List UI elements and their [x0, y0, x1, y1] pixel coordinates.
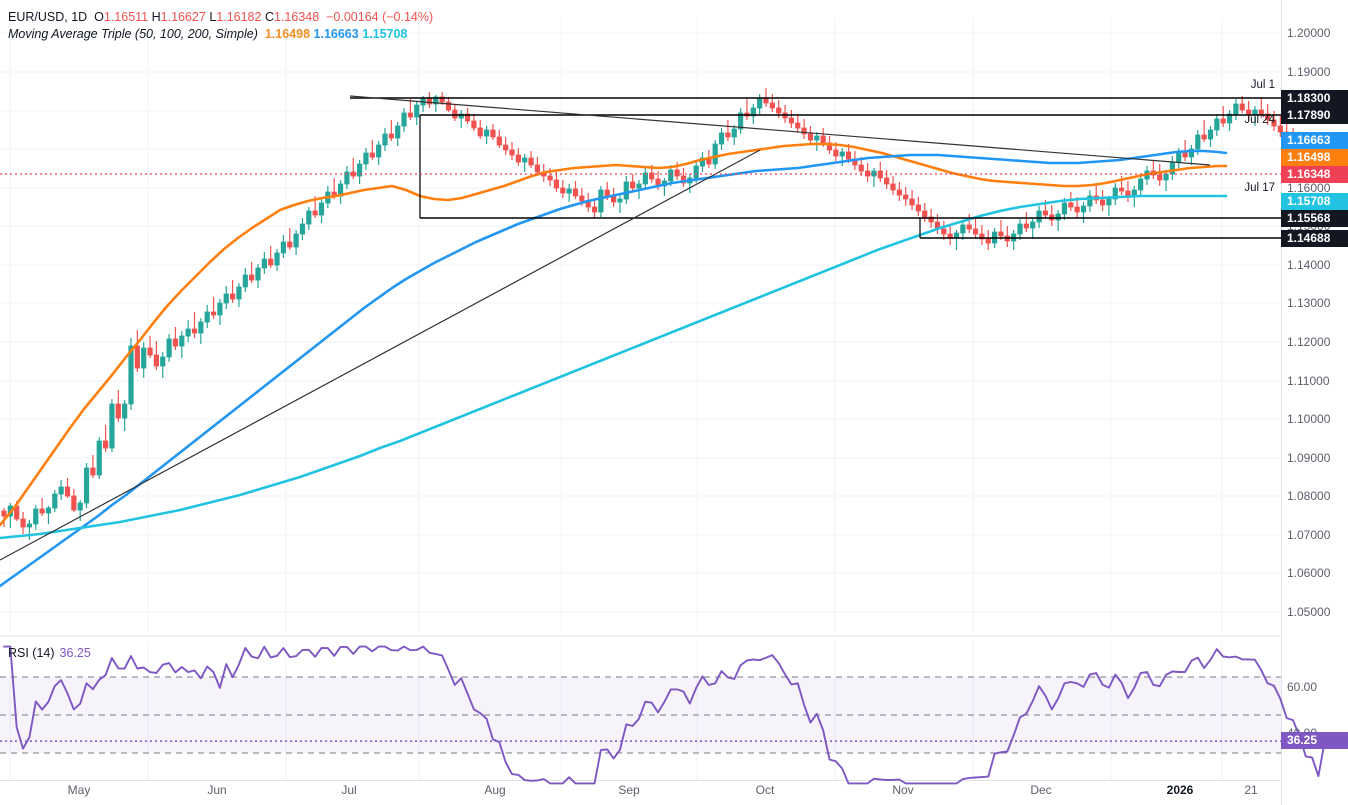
time-tick-Sep: Sep	[618, 783, 640, 797]
price-tick-1.06000: 1.06000	[1287, 566, 1331, 580]
ascending-trendline[interactable]	[0, 149, 761, 561]
price-badge-1.18300[interactable]: 1.18300	[1281, 90, 1348, 107]
price-tick-1.10000: 1.10000	[1287, 412, 1331, 426]
price-badge-1.15708[interactable]: 1.15708	[1281, 193, 1348, 210]
time-tick-Aug: Aug	[484, 783, 506, 797]
time-tick-May: May	[67, 783, 91, 797]
line-tag-jul-24: Jul 24	[1244, 114, 1275, 126]
rsi-badge[interactable]: 36.25	[1281, 732, 1348, 749]
price-tick-1.13000: 1.13000	[1287, 296, 1331, 310]
price-badge-1.16663[interactable]: 1.16663	[1281, 132, 1348, 149]
time-tick-Nov: Nov	[892, 783, 914, 797]
time-tick-2026: 2026	[1166, 783, 1194, 797]
time-tick-21: 21	[1244, 783, 1258, 797]
rsi-line[interactable]	[3, 645, 1326, 785]
price-tick-1.08000: 1.08000	[1287, 489, 1331, 503]
rsi-pane-bg	[0, 641, 1281, 780]
price-badge-1.16348[interactable]: 1.16348	[1281, 166, 1348, 183]
ma-line-100[interactable]	[0, 149, 1228, 588]
line-tag-jul-17: Jul 17	[1244, 182, 1275, 194]
price-tick-1.09000: 1.09000	[1287, 451, 1331, 465]
price-tick-1.12000: 1.12000	[1287, 335, 1331, 349]
price-tick-1.20000: 1.20000	[1287, 26, 1331, 40]
time-axis[interactable]: May Jun Jul Aug Sep Oct Nov Dec 2026 21	[0, 780, 1281, 805]
price-tick-1.14000: 1.14000	[1287, 258, 1331, 272]
price-pane-bg	[0, 0, 1281, 632]
descending-trendline[interactable]	[349, 95, 1211, 166]
time-tick-Dec: Dec	[1030, 783, 1052, 797]
price-badge-1.16498[interactable]: 1.16498	[1281, 149, 1348, 166]
ma-line-200[interactable]	[0, 194, 1228, 540]
rsi-tick-60.00: 60.00	[1287, 680, 1318, 694]
price-badge-1.14688[interactable]: 1.14688	[1281, 230, 1348, 247]
time-tick-Oct: Oct	[755, 783, 775, 797]
price-badge-1.15568[interactable]: 1.15568	[1281, 210, 1348, 227]
price-tick-1.19000: 1.19000	[1287, 65, 1331, 79]
time-tick-Jun: Jun	[207, 783, 227, 797]
price-tick-1.16000: 1.16000	[1287, 181, 1331, 195]
price-tick-1.11000: 1.11000	[1287, 374, 1330, 388]
time-tick-Jul: Jul	[341, 783, 357, 797]
price-axis[interactable]: 1.200001.190001.180001.170001.160001.150…	[1281, 0, 1348, 805]
price-tick-1.07000: 1.07000	[1287, 528, 1331, 542]
candlestick-series[interactable]	[1, 88, 1328, 540]
ma-line-50[interactable]	[0, 142, 1228, 527]
line-tag-jul-1: Jul 1	[1250, 79, 1275, 91]
price-tick-1.05000: 1.05000	[1287, 605, 1331, 619]
price-badge-1.17890[interactable]: 1.17890	[1281, 107, 1348, 124]
